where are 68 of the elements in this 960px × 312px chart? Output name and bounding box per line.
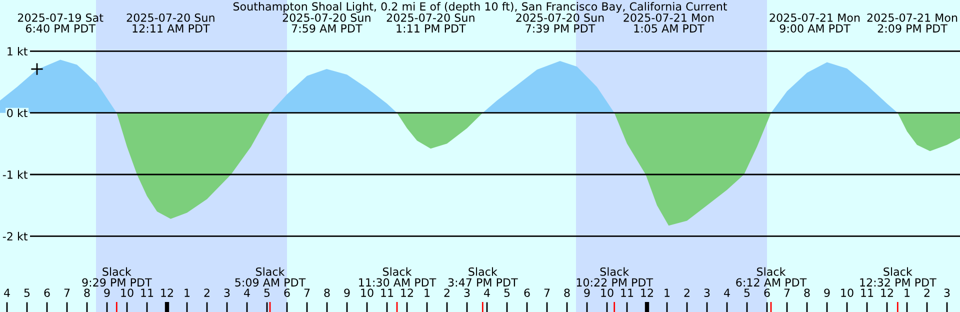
x-tick-label: 9 [344,288,350,297]
x-tick-label: 10 [121,288,134,297]
x-tick-label: 7 [544,288,550,297]
x-tick-label: 8 [324,288,330,297]
x-tick-label: 3 [704,288,710,297]
annotation: Slack 5:09 AM PDT [235,267,306,287]
x-tick-label: 5 [24,288,30,297]
annotation: 2025-07-20 Sun 7:59 AM PDT [282,13,370,33]
x-tick-label: 4 [244,288,250,297]
annotation: Slack 9:29 PM PDT [82,267,152,287]
x-tick-label: 11 [141,288,154,297]
x-tick-label: 12 [641,288,653,297]
x-tick-label: 12 [401,288,413,297]
x-tick-label: 5 [504,288,510,297]
annotation: Slack 11:30 AM PDT [359,267,436,287]
x-tick-label: 6 [284,288,290,297]
x-tick-label: 4 [4,288,10,297]
x-tick-label: 12 [161,288,173,297]
x-tick-label: 6 [44,288,50,297]
x-tick-label: 9 [104,288,110,297]
x-tick-label: 11 [861,288,874,297]
x-tick-label: 1 [424,288,430,297]
x-tick-label: 6 [524,288,530,297]
y-tick-label: 0 kt [7,108,28,118]
x-tick-label: 1 [664,288,670,297]
x-tick-label: 2 [204,288,210,297]
x-tick-label: 8 [804,288,810,297]
x-tick-label: 2 [444,288,450,297]
x-tick-label: 6 [764,288,770,297]
x-tick-label: 7 [304,288,310,297]
annotation: 2025-07-19 Sat 6:40 PM PDT [18,13,104,33]
annotation: 2025-07-21 Mon 9:00 AM PDT [770,13,860,33]
annotation: Slack 10:22 PM PDT [576,267,654,287]
x-tick-label: 4 [724,288,730,297]
annotation: 2025-07-20 Sun 7:39 PM PDT [516,13,604,33]
x-tick-label: 9 [584,288,590,297]
x-tick-label: 9 [824,288,830,297]
y-tick-label: -1 kt [2,170,28,179]
x-tick-label: 8 [564,288,570,297]
x-tick-label: 5 [744,288,750,297]
annotation: 2025-07-21 Mon 2:09 PM PDT [867,13,958,33]
x-tick-label: 2 [924,288,930,297]
x-tick-label: 10 [841,288,854,297]
annotation: 2025-07-20 Sun 1:11 PM PDT [386,13,474,32]
annotation: Slack 12:32 PM PDT [860,267,936,287]
x-tick-label: 7 [784,288,790,297]
annotation: Slack 3:47 PM PDT [448,267,518,287]
x-tick-label: 2 [684,288,690,297]
annotation: 2025-07-21 Mon 1:05 AM PDT [624,13,714,33]
x-tick-label: 7 [64,288,70,297]
x-tick-label: 8 [84,288,90,297]
x-tick-label: 4 [484,288,490,297]
chart-title: Southampton Shoal Light, 0.2 mi E of (depth 10 ft), San Francisco Bay, California Current [233,2,728,13]
x-tick-label: 5 [264,288,270,297]
x-tick-label: 12 [881,288,893,297]
x-tick-label: 11 [381,288,394,297]
x-tick-label: 3 [464,288,470,297]
annotation: Slack 6:12 AM PDT [736,267,807,287]
x-tick-label: 3 [224,288,230,297]
y-tick-label: 1 kt [8,46,28,56]
x-tick-label: 10 [601,288,614,297]
y-tick-label: -2 kt [2,232,28,240]
x-tick-label: 11 [621,288,634,297]
annotation: 2025-07-20 Sun 12:11 AM PDT [126,13,214,32]
x-tick-label: 3 [944,288,950,297]
x-tick-label: 1 [184,288,190,297]
x-tick-label: 10 [361,288,374,297]
x-tick-label: 1 [904,288,910,297]
